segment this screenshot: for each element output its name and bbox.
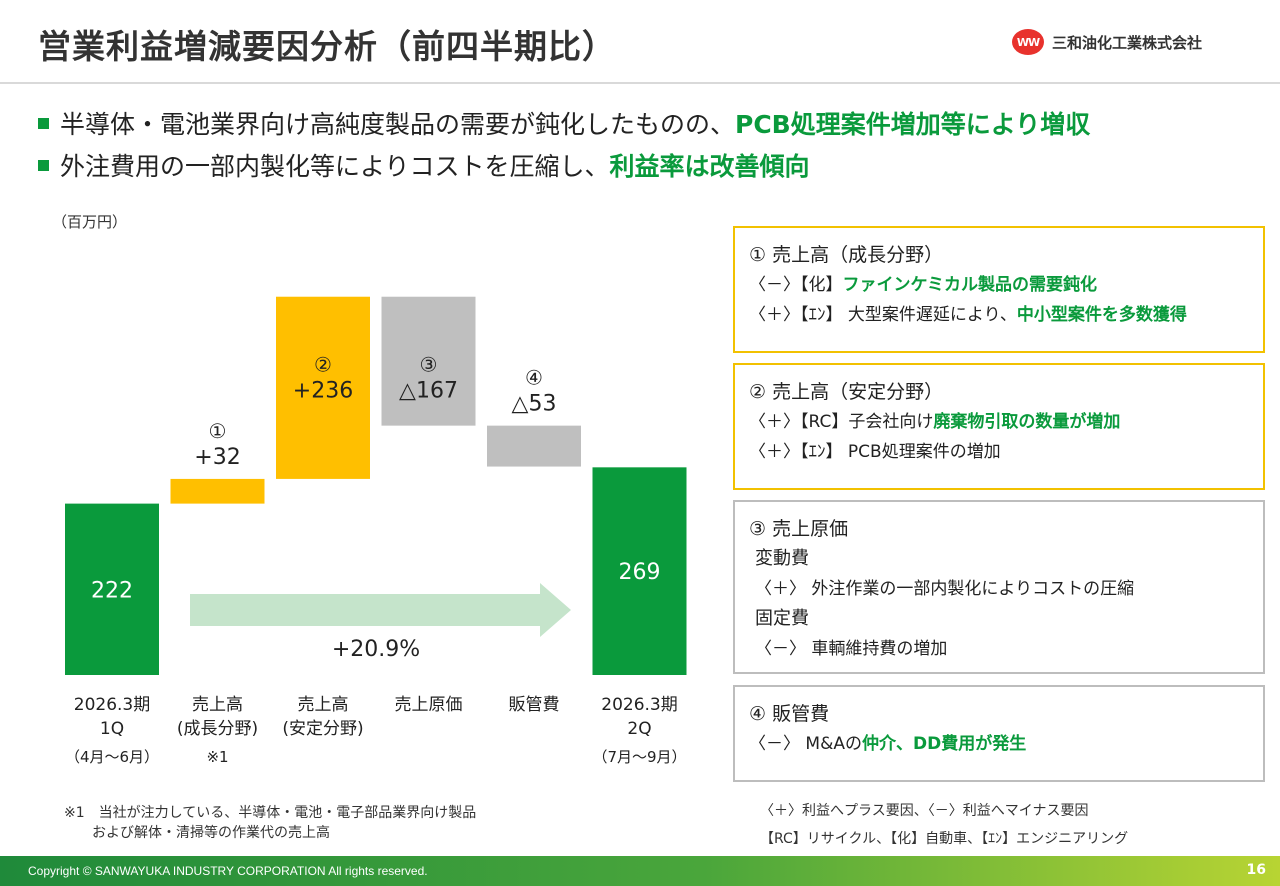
footnote-line-1: ※1 当社が注力している、半導体・電池・電子部品業界向け製品 — [64, 805, 477, 821]
factor-line: 〈－〉【化】ファインケミカル製品の需要鈍化 — [749, 270, 1249, 300]
waterfall-chart: 222 2026.3期 1Q （4月～6月） ①+32 売上高 (成長分野) ※1 ②+236 売… — [65, 296, 687, 766]
waterfall-bar — [487, 425, 581, 467]
chart-unit-label: （百万円） — [52, 213, 128, 231]
category-label: (安定分野) — [282, 719, 363, 739]
factor-line: 〈＋〉【RC】子会社向け廃棄物引取の数量が増加 — [749, 407, 1249, 437]
factor-line-highlight: ファインケミカル製品の需要鈍化 — [842, 275, 1098, 295]
company-name: 三和油化工業株式会社 — [1052, 33, 1203, 52]
growth-rate-label: +20.9% — [332, 637, 420, 662]
category-label: 2026.3期 — [601, 695, 677, 715]
bullet-text: 外注費用の一部内製化等によりコストを圧縮し、 — [60, 152, 610, 181]
factor-line-highlight: 中小型案件を多数獲得 — [1016, 305, 1187, 325]
bullet-square-icon — [38, 117, 49, 129]
factor-line: 〈＋〉 外注作業の一部内製化によりコストの圧縮 — [755, 579, 1135, 599]
factor-line-highlight: 仲介、DD費用が発生 — [861, 734, 1027, 754]
factor-box-sales-growth: ① 売上高（成長分野） 〈－〉【化】ファインケミカル製品の需要鈍化 〈＋〉【ｴﾝ… — [733, 226, 1265, 353]
factor-line: 〈＋〉【ｴﾝ】 大型案件遅延により、中小型案件を多数獲得 — [749, 300, 1249, 330]
summary-bullet-1: 半導体・電池業界向け高純度製品の需要が鈍化したものの、 PCB処理案件増加等によ… — [38, 102, 1090, 144]
logo-mark-icon: WW — [1012, 29, 1044, 55]
legend-line-1: 〈＋〉利益へプラス要因、〈－〉利益へマイナス要因 — [760, 803, 1089, 819]
category-label: (成長分野) — [177, 719, 258, 739]
footnote: ※1 当社が注力している、半導体・電池・電子部品業界向け製品 および解体・清掃等… — [64, 803, 476, 843]
factor-line-text: 〈＋〉【ｴﾝ】 PCB処理案件の増加 — [749, 442, 1001, 462]
waterfall-bar — [65, 503, 159, 675]
page-number: 16 — [1246, 862, 1266, 878]
category-label: 1Q — [100, 719, 124, 739]
bullet-highlight: PCB処理案件増加等により増収 — [735, 110, 1091, 139]
page-title: 営業利益増減要因分析（前四半期比） — [38, 27, 616, 66]
category-period-label: （4月～6月） — [65, 748, 159, 766]
factor-heading: ① 売上高（成長分野） — [749, 244, 944, 266]
factor-line-highlight: 廃棄物引取の数量が増加 — [933, 412, 1121, 432]
waterfall-bar — [592, 467, 687, 675]
factor-heading: ③ 売上原価 — [749, 518, 849, 540]
factor-line-text: 〈＋〉【RC】子会社向け — [749, 412, 934, 432]
factor-line: 〈－〉 M&Aの仲介、DD費用が発生 — [749, 729, 1249, 759]
factor-subheading: 固定費 — [755, 608, 809, 629]
factor-line-text: 〈－〉【化】 — [749, 275, 843, 295]
bar-value-label: △167 — [399, 379, 458, 404]
legend-notes: 〈＋〉利益へプラス要因、〈－〉利益へマイナス要因 【RC】リサイクル、【化】自動… — [760, 797, 1128, 853]
category-period-label: （7月～9月） — [592, 748, 686, 766]
category-label: 2026.3期 — [74, 695, 150, 715]
bar-value-label: 269 — [619, 560, 661, 585]
bar-marker: ④ — [525, 366, 543, 390]
bar-value-label: 222 — [91, 578, 133, 603]
waterfall-bar — [276, 296, 370, 479]
company-logo: WW 三和油化工業株式会社 — [1012, 28, 1202, 56]
legend-line-2: 【RC】リサイクル、【化】自動車、【ｴﾝ】エンジニアリング — [760, 831, 1129, 847]
summary-bullet-2: 外注費用の一部内製化等によりコストを圧縮し、 利益率は改善傾向 — [38, 144, 1090, 186]
factor-heading: ④ 販管費 — [749, 703, 830, 725]
factor-line: 〈－〉 車輌維持費の増加 — [755, 639, 948, 659]
summary-bullets: 半導体・電池業界向け高純度製品の需要が鈍化したものの、 PCB処理案件増加等によ… — [38, 102, 1090, 186]
bar-value-label: △53 — [512, 392, 557, 417]
bullet-square-icon — [38, 159, 49, 171]
factor-box-sales-stable: ② 売上高（安定分野） 〈＋〉【RC】子会社向け廃棄物引取の数量が増加 〈＋〉【… — [733, 363, 1265, 490]
factor-subheading: 変動費 — [755, 548, 809, 569]
factor-heading: ② 売上高（安定分野） — [749, 381, 944, 403]
category-label: 売上高 — [192, 695, 243, 715]
bullet-text: 半導体・電池業界向け高純度製品の需要が鈍化したものの、 — [60, 110, 736, 139]
bar-value-label: +32 — [194, 445, 240, 470]
copyright-text: Copyright © SANWAYUKA INDUSTRY CORPORATI… — [28, 864, 428, 878]
bar-marker: ② — [314, 353, 332, 377]
category-label: 2Q — [627, 719, 651, 739]
factor-line: 〈＋〉【ｴﾝ】 PCB処理案件の増加 — [749, 437, 1249, 467]
bar-marker: ① — [209, 419, 227, 443]
factor-box-sga: ④ 販管費 〈－〉 M&Aの仲介、DD費用が発生 — [733, 685, 1265, 782]
factor-line-text: 〈－〉 M&Aの — [749, 734, 862, 754]
category-label: 販管費 — [509, 695, 560, 715]
footer-bar: Copyright © SANWAYUKA INDUSTRY CORPORATI… — [0, 856, 1280, 886]
factor-line-text: 〈＋〉【ｴﾝ】 大型案件遅延により、 — [749, 305, 1017, 325]
factor-box-cost-of-sales: ③ 売上原価 変動費 〈＋〉 外注作業の一部内製化によりコストの圧縮 固定費 〈… — [733, 500, 1265, 674]
bar-value-label: +236 — [293, 379, 353, 404]
footnote-line-2: および解体・清掃等の作業代の売上高 — [92, 825, 330, 841]
waterfall-bar — [381, 296, 476, 426]
category-label: 売上高 — [298, 695, 349, 715]
category-label: 売上原価 — [395, 695, 463, 715]
bar-marker: ③ — [420, 353, 438, 377]
waterfall-bar — [170, 478, 265, 504]
growth-arrow-icon — [190, 583, 571, 637]
bullet-highlight: 利益率は改善傾向 — [609, 152, 810, 181]
category-period-label: ※1 — [206, 748, 228, 766]
header-divider — [0, 82, 1280, 84]
